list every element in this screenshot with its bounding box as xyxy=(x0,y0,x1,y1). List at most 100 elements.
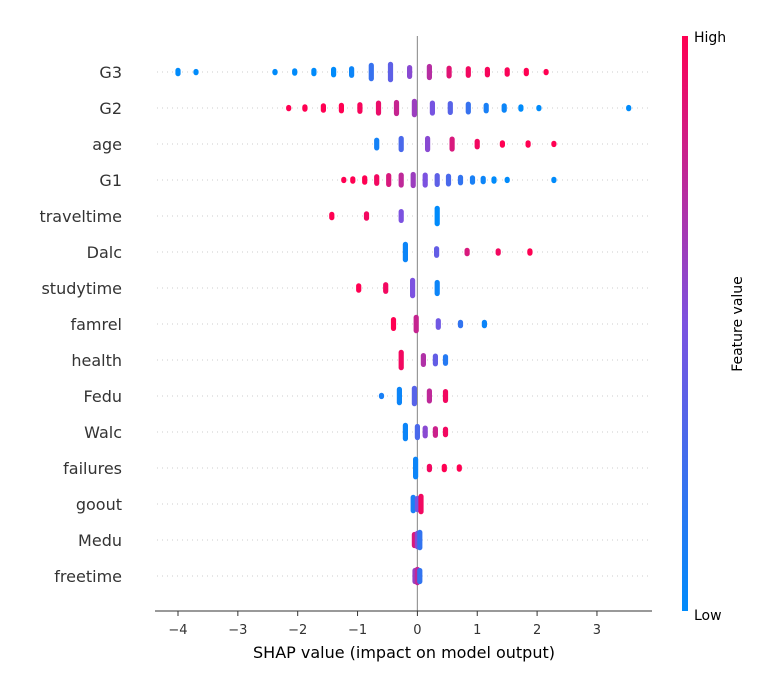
shap-point xyxy=(551,140,557,148)
shap-point xyxy=(422,425,428,439)
shap-point xyxy=(417,529,423,551)
x-tick-label: −2 xyxy=(288,623,307,638)
feature-label-traveltime: traveltime xyxy=(39,207,122,226)
feature-label-medu: Medu xyxy=(78,531,122,550)
shap-point xyxy=(441,463,447,473)
shap-point xyxy=(484,66,490,78)
shap-point xyxy=(551,176,557,184)
shap-point xyxy=(449,136,455,152)
shap-point xyxy=(434,173,440,187)
x-tick-label: 2 xyxy=(533,623,541,638)
shap-point xyxy=(292,68,298,76)
shap-point xyxy=(474,138,480,150)
shap-point xyxy=(418,493,424,515)
x-tick-label: −4 xyxy=(168,623,187,638)
x-axis-label: SHAP value (impact on model output) xyxy=(253,643,555,662)
shap-point xyxy=(320,103,326,113)
shap-point xyxy=(350,176,356,184)
shap-point xyxy=(536,104,542,112)
shap-point xyxy=(425,135,431,153)
shap-point xyxy=(386,173,392,187)
feature-label-goout: goout xyxy=(76,495,122,514)
shap-point xyxy=(435,318,441,330)
shap-point xyxy=(398,135,404,153)
x-tick-label: 0 xyxy=(413,623,421,638)
shap-point xyxy=(426,463,432,473)
shap-point xyxy=(420,353,426,367)
shap-point xyxy=(363,211,370,221)
shap-point xyxy=(410,171,416,189)
shap-point xyxy=(523,67,529,77)
shap-point xyxy=(483,102,489,114)
shap-point xyxy=(411,98,417,118)
shap-point xyxy=(442,389,449,403)
feature-label-g1: G1 xyxy=(99,171,122,190)
shap-point xyxy=(356,283,362,293)
shap-point xyxy=(286,104,292,112)
shap-point xyxy=(398,172,404,188)
shap-point xyxy=(175,67,181,77)
shap-point xyxy=(426,388,432,404)
shap-point xyxy=(626,104,632,112)
shap-point xyxy=(413,314,419,334)
shap-point xyxy=(414,423,420,441)
feature-label-fedu: Fedu xyxy=(84,387,122,406)
x-axis: −4 −3 −2 −1 0 1 2 3 xyxy=(155,610,652,638)
shap-point xyxy=(411,385,417,407)
shap-point xyxy=(456,464,462,472)
shap-point xyxy=(396,386,402,406)
shap-point xyxy=(501,103,507,113)
shap-point xyxy=(446,65,452,79)
shap-point xyxy=(375,100,382,116)
shap-point xyxy=(434,246,440,258)
colorbar-high-label: High xyxy=(694,30,726,46)
shap-point xyxy=(398,349,404,371)
shap-point xyxy=(442,426,449,438)
shap-point xyxy=(357,102,363,114)
x-tick-label: −1 xyxy=(348,623,367,638)
feature-label-walc: Walc xyxy=(84,423,122,442)
shap-point xyxy=(341,176,347,184)
shap-point xyxy=(481,319,487,329)
shap-point xyxy=(499,140,505,148)
shap-point xyxy=(432,353,438,367)
shap-point xyxy=(398,209,404,223)
feature-label-studytime: studytime xyxy=(41,279,122,298)
shap-point xyxy=(272,68,278,76)
shap-point xyxy=(434,279,440,297)
feature-label-age: age xyxy=(92,135,122,154)
shap-point xyxy=(374,137,380,151)
shap-point xyxy=(504,67,510,77)
shap-point xyxy=(469,175,476,185)
shap-point xyxy=(465,66,471,78)
feature-label-dalc: Dalc xyxy=(87,243,122,262)
x-tick-label: 1 xyxy=(473,623,481,638)
shap-point xyxy=(311,67,317,77)
shap-point xyxy=(413,456,419,480)
shap-point xyxy=(402,241,408,263)
shap-point xyxy=(518,104,524,112)
shap-point xyxy=(442,354,449,366)
shap-point xyxy=(445,173,452,187)
shap-point xyxy=(465,101,471,115)
feature-label-freetime: freetime xyxy=(54,567,122,586)
colorbar: High Low Feature value xyxy=(682,30,746,624)
colorbar-low-label: Low xyxy=(694,608,722,624)
x-tick-label: 3 xyxy=(593,623,601,638)
shap-point xyxy=(387,61,394,83)
x-tick-label: −3 xyxy=(228,623,247,638)
shap-point xyxy=(362,175,368,185)
shap-point xyxy=(349,66,355,78)
shap-point xyxy=(457,174,464,186)
shap-point xyxy=(193,68,199,76)
feature-label-famrel: famrel xyxy=(70,315,122,334)
shap-point xyxy=(410,494,416,514)
shap-point xyxy=(543,68,549,76)
feature-label-g2: G2 xyxy=(99,99,122,118)
shap-point xyxy=(402,422,408,442)
shap-point xyxy=(426,63,432,81)
shap-point xyxy=(378,392,385,400)
shap-point xyxy=(417,567,423,585)
shap-point xyxy=(432,426,438,438)
